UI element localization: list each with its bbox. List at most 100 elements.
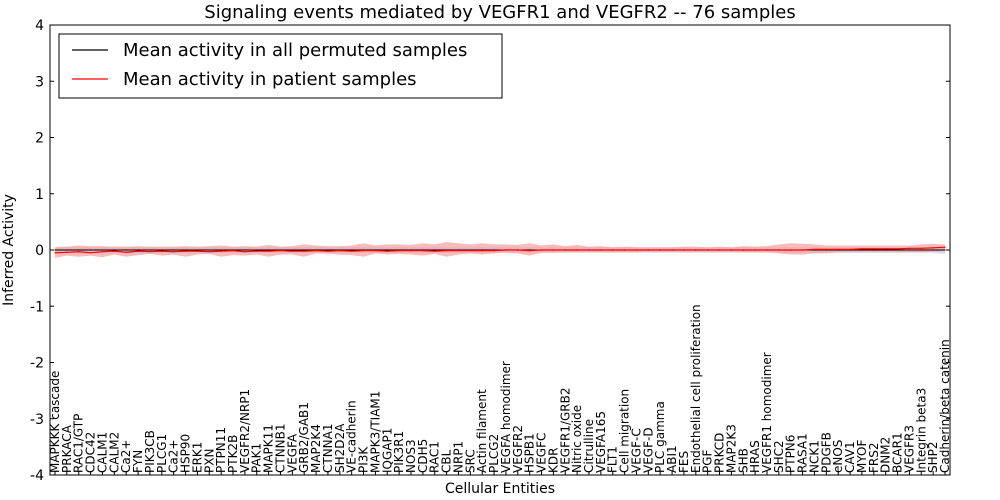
x-tick-label: Ca2+ [119,440,133,473]
y-tick-label: -4 [30,468,44,484]
x-tick-label: VEGF-C [630,428,644,473]
x-tick-label: NCK1 [808,440,822,473]
data-point [256,250,258,252]
data-point [244,249,246,251]
x-tick-label: PRKACA [60,424,74,473]
data-point [873,248,875,250]
x-tick-label: CALM2 [107,432,121,473]
data-point [635,249,638,251]
axis-ticks: -4 -3 -2 -1 0 1 2 3 4 [30,18,950,484]
data-point [327,250,329,252]
data-point [885,248,887,250]
data-point [374,250,376,252]
data-point [208,251,210,253]
data-point [493,250,495,252]
data-point [849,248,851,250]
data-point [564,249,566,251]
data-point [576,249,578,251]
data-point [825,248,827,250]
data-point [612,249,614,251]
data-point [944,249,946,251]
data-point [920,249,922,251]
x-tick-label: VEGFA [285,433,299,473]
x-tick-label: DNM2 [879,437,893,473]
data-point [861,248,863,250]
x-tick-label: MYOF [855,440,869,473]
y-tick-label: -1 [30,299,44,315]
data-point [220,250,222,252]
data-point [802,249,804,251]
x-tick-label: BCAR1 [891,432,905,473]
data-point [932,247,934,249]
x-tick-label: CDC42 [84,432,98,473]
x-tick-label: PAK1 [250,443,264,473]
data-point [113,249,115,251]
x-tick-label: CBL [440,449,454,473]
x-tick-label: ERK1 [190,442,204,473]
x-tick-label: PIK3CB [143,430,157,473]
x-tick-label: MAP2K4 [309,424,323,473]
data-point [386,249,388,251]
x-tick-label: SHP2 [926,441,940,473]
x-tick-labels: MAPKKK cascadePRKACARAC1/GTPCDC42CALM1CA… [48,304,952,473]
data-point [184,249,187,251]
data-point [220,249,222,251]
legend: Mean activity in all permuted samples Me… [58,33,503,99]
x-tick-label: PI3K [357,446,371,473]
x-tick-label: VEGFR1 homodimer [760,352,774,473]
data-point [232,250,234,252]
y-tick-label: -2 [30,356,44,372]
data-point [552,249,555,251]
x-tick-label: PXN [202,449,216,473]
x-tick-label: SH2D2A [333,423,347,473]
data-point [173,249,175,251]
x-tick-label: VEGFR2/NRP1 [238,389,252,473]
data-point [742,249,744,251]
data-point [208,249,210,251]
data-point [161,250,163,252]
data-point [149,251,151,253]
data-point [303,250,305,252]
data-point [351,249,353,251]
data-point [101,251,104,253]
x-tick-label: PTPN6 [784,435,798,473]
data-point [256,249,258,251]
x-tick-label: VEGFA165 [594,411,608,473]
x-tick-label: PIK3R1 [392,431,406,473]
x-tick-label: PDGFB [819,432,833,473]
data-point [529,250,531,252]
data-point [861,249,863,251]
data-point [291,250,293,252]
x-tick-label: RAC1/GTP [72,414,86,473]
data-point [481,250,483,252]
y-tick-label: 1 [35,187,44,203]
data-point [754,249,756,251]
x-tick-label: RASA1 [796,433,810,473]
x-tick-label: VEGFC [535,433,549,473]
x-tick-label: HSP90 [179,434,193,473]
x-tick-label: FES [677,451,691,473]
x-tick-label: PLCG2 [487,434,501,473]
x-tick-label: Cadherin/beta catenin [938,339,952,473]
data-point [66,249,68,251]
x-tick-label: VEGFR1/GRB2 [558,387,572,473]
data-point [244,251,246,253]
x-tick-label: CAV1 [843,441,857,473]
data-point [837,248,839,250]
data-point [54,252,56,254]
data-point [78,249,80,251]
x-tick-label: Nitric oxide [570,405,584,473]
data-point [434,249,436,251]
plot-area-frame [49,24,951,476]
legend-label-permuted: Mean activity in all permuted samples [123,40,467,61]
x-tick-label: HSPB1 [523,433,537,473]
x-tick-label: NRP1 [452,441,466,473]
data-point [137,249,139,251]
data-point [422,250,424,252]
x-tick-label: HRAS [748,440,762,473]
data-point [351,250,353,252]
data-point [54,249,56,251]
data-point [908,247,911,249]
x-tick-label: MAPKKK cascade [48,371,62,473]
